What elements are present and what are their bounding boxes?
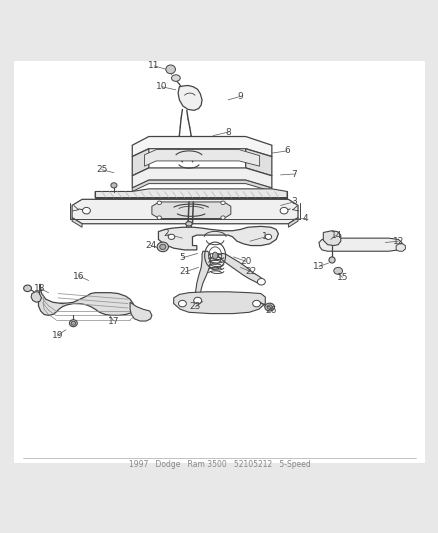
Text: 14: 14 xyxy=(330,231,341,240)
Ellipse shape xyxy=(171,75,180,82)
Ellipse shape xyxy=(24,285,32,292)
Text: 22: 22 xyxy=(245,267,256,276)
Ellipse shape xyxy=(69,320,77,327)
Text: 1997   Dodge   Ram 3500   52105212   5-Speed: 1997 Dodge Ram 3500 52105212 5-Speed xyxy=(128,461,310,470)
Text: 6: 6 xyxy=(283,147,290,156)
Text: 18: 18 xyxy=(34,284,46,293)
Text: 2: 2 xyxy=(163,229,169,238)
Text: 19: 19 xyxy=(51,331,63,340)
Ellipse shape xyxy=(159,244,166,249)
Text: 4: 4 xyxy=(302,214,308,223)
Ellipse shape xyxy=(157,242,168,252)
Ellipse shape xyxy=(220,201,225,205)
Polygon shape xyxy=(95,189,286,198)
Text: 8: 8 xyxy=(225,127,230,136)
Text: 20: 20 xyxy=(240,257,251,266)
Polygon shape xyxy=(395,244,404,251)
Polygon shape xyxy=(132,180,271,191)
Text: 9: 9 xyxy=(237,92,243,101)
Ellipse shape xyxy=(328,257,334,263)
Polygon shape xyxy=(72,217,82,227)
Text: 7: 7 xyxy=(291,169,297,179)
Text: 11: 11 xyxy=(148,61,159,70)
Polygon shape xyxy=(144,150,259,166)
Polygon shape xyxy=(185,224,192,246)
Polygon shape xyxy=(318,238,401,251)
Ellipse shape xyxy=(252,300,260,307)
Ellipse shape xyxy=(157,201,161,205)
Text: 12: 12 xyxy=(392,237,403,246)
Text: 15: 15 xyxy=(336,273,347,282)
Polygon shape xyxy=(72,199,297,224)
Polygon shape xyxy=(132,149,148,176)
Polygon shape xyxy=(178,85,201,110)
Text: 17: 17 xyxy=(108,317,120,326)
Ellipse shape xyxy=(193,297,201,304)
Ellipse shape xyxy=(185,222,192,226)
Text: 25: 25 xyxy=(96,165,107,174)
Ellipse shape xyxy=(82,207,90,214)
FancyBboxPatch shape xyxy=(14,61,424,463)
Polygon shape xyxy=(245,149,271,176)
Polygon shape xyxy=(173,292,265,313)
Polygon shape xyxy=(152,202,230,219)
Ellipse shape xyxy=(279,207,287,214)
Polygon shape xyxy=(132,168,271,188)
Ellipse shape xyxy=(220,216,225,220)
Ellipse shape xyxy=(264,303,274,311)
Text: 1: 1 xyxy=(262,232,268,241)
Ellipse shape xyxy=(157,216,161,220)
Polygon shape xyxy=(31,292,42,302)
Ellipse shape xyxy=(178,300,186,307)
Text: 10: 10 xyxy=(156,82,167,91)
Text: 3: 3 xyxy=(290,197,296,206)
Text: 5: 5 xyxy=(179,253,185,262)
Polygon shape xyxy=(288,217,297,227)
Ellipse shape xyxy=(265,234,271,239)
Text: 21: 21 xyxy=(180,267,191,276)
Text: 26: 26 xyxy=(265,305,276,314)
Ellipse shape xyxy=(212,252,217,259)
Text: 13: 13 xyxy=(312,262,324,271)
Polygon shape xyxy=(130,302,152,321)
Ellipse shape xyxy=(166,65,175,74)
Polygon shape xyxy=(218,253,262,284)
Ellipse shape xyxy=(111,183,117,188)
Ellipse shape xyxy=(257,279,265,285)
Ellipse shape xyxy=(168,234,174,239)
Text: 23: 23 xyxy=(189,302,201,311)
Polygon shape xyxy=(132,136,271,157)
Polygon shape xyxy=(39,284,134,316)
Text: 24: 24 xyxy=(145,241,156,250)
Ellipse shape xyxy=(333,268,342,274)
Ellipse shape xyxy=(71,321,75,325)
Text: 16: 16 xyxy=(73,272,85,280)
Polygon shape xyxy=(194,251,210,301)
Polygon shape xyxy=(322,231,340,246)
Ellipse shape xyxy=(266,305,272,309)
Polygon shape xyxy=(158,227,278,250)
